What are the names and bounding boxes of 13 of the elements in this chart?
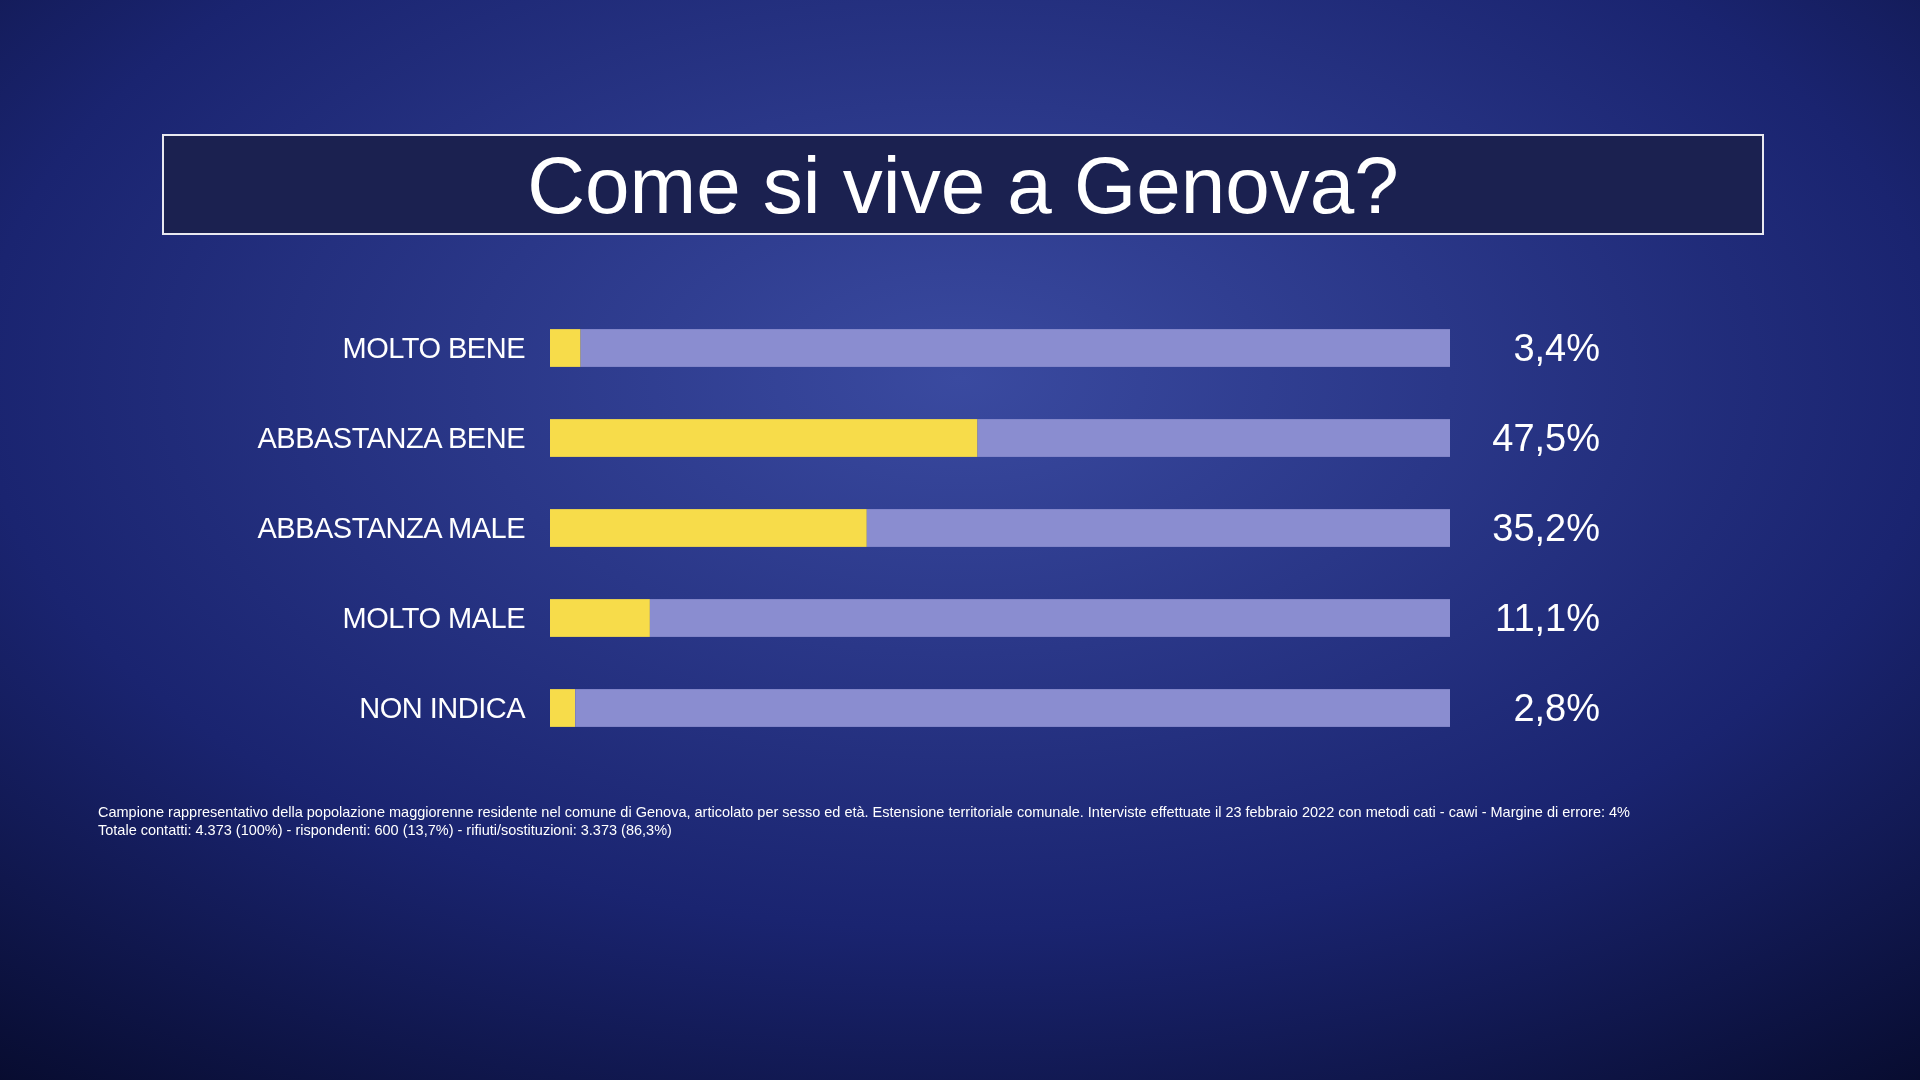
y-tick-label: NON INDICA: [359, 692, 527, 725]
text: Totale contatti: 4.373 (100%) - rispondenti: 600 (13,7%) - rifiuti/sostituzioni: 3.373 (86,3%): [98, 822, 672, 838]
data-label: 11,1%: [1495, 597, 1600, 640]
y-tick-label: MOLTO BENE: [342, 332, 526, 365]
y-tick-label: MOLTO MALE: [342, 602, 526, 635]
chart-title: Come si vive a Genova?: [527, 141, 1399, 230]
data-label: 3,4%: [1513, 327, 1600, 370]
y-tick-label: ABBASTANZA BENE: [257, 422, 526, 455]
y-tick-label: ABBASTANZA MALE: [257, 512, 526, 545]
data-label: 35,2%: [1492, 507, 1600, 550]
data-label: 47,5%: [1492, 417, 1600, 460]
text: Campione rappresentativo della popolazione maggiorenne residente nel comune di Genova, articolato per sesso ed età. Estensione territoriale comunale. Interviste effettuate il 23 febbraio 2022 con metodi cati - cawi - Margine di errore: 4%: [98, 804, 1631, 820]
data-label: 2,8%: [1513, 687, 1600, 730]
